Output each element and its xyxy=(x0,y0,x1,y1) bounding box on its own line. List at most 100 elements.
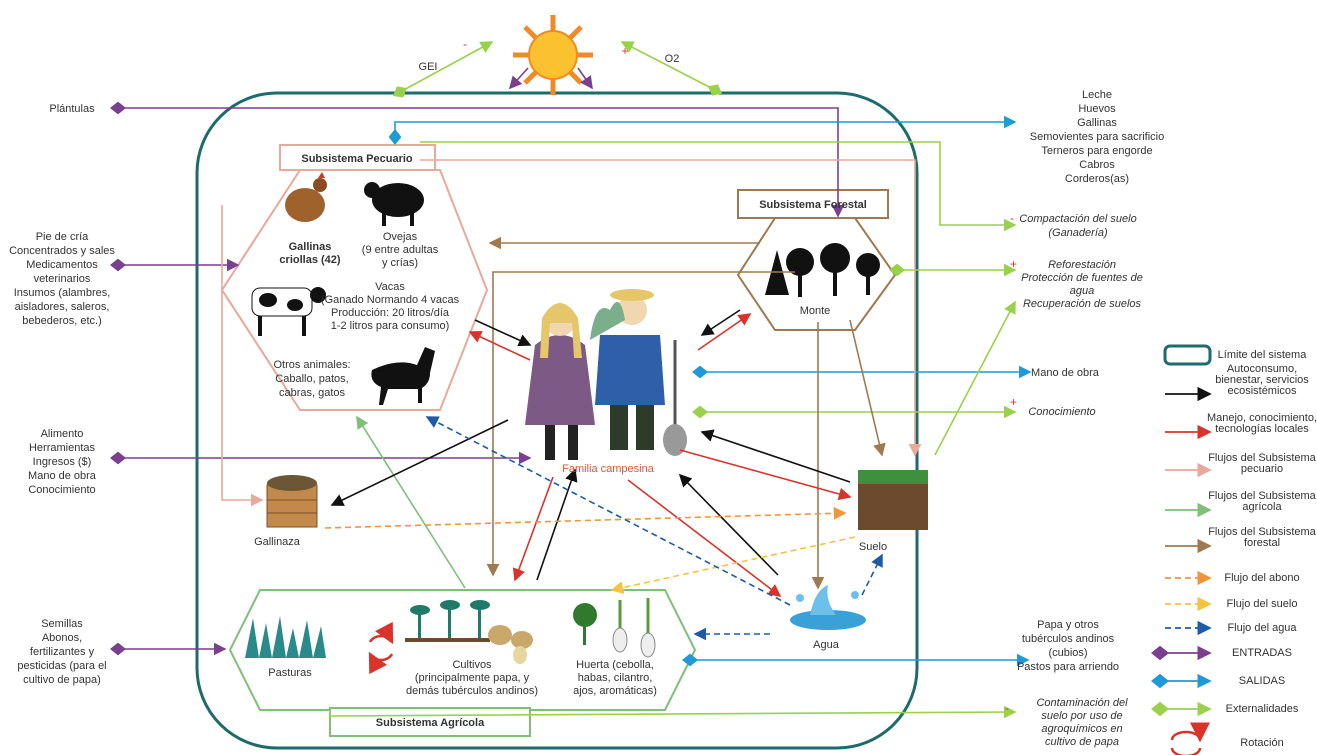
garden-icon xyxy=(573,598,656,658)
text-line: (Ganadería) xyxy=(1048,227,1108,239)
input-label: Pie de cría Concentrados y sales Medicamen… xyxy=(9,231,115,327)
text-line: cabras, gatos xyxy=(279,387,346,399)
text-line: Compactación del suelo xyxy=(1019,213,1136,225)
text-line: Abonos, xyxy=(42,632,82,644)
system-boundary xyxy=(195,91,919,750)
text-line: Ingresos ($) xyxy=(33,456,92,468)
legend-label: Flujos del Subsistema agrícola xyxy=(1208,490,1316,513)
crop-label: Cultivos (principalmente papa, y demás tub… xyxy=(406,659,538,697)
text-line: Mano de obra xyxy=(28,470,97,482)
input-label: Plántulas xyxy=(49,103,95,115)
text-line: Pastos para arriendo xyxy=(1017,661,1119,673)
agricola-label-box xyxy=(329,707,531,737)
text-line: agroquímicos en xyxy=(1041,723,1122,735)
text-line: suelo por uso de xyxy=(1041,710,1122,722)
text-line: Flujos del Subsistema xyxy=(1208,490,1316,502)
sun-icon xyxy=(513,15,593,95)
text-line: bebederos, etc.) xyxy=(22,315,102,327)
legend-label: Flujo del agua xyxy=(1227,622,1297,634)
text-line: Gallinas xyxy=(289,241,332,253)
legend-label: Rotación xyxy=(1240,737,1283,749)
legend-label: Flujos del Subsistema forestal xyxy=(1208,526,1316,549)
text-line: Caballo, patos, xyxy=(275,373,348,385)
text-line: Límite del sistema xyxy=(1218,349,1308,361)
gei-sign: - xyxy=(463,37,467,51)
legend: Límite del sistema Autoconsumo, bienestar,… xyxy=(1207,349,1317,749)
text-line: Flujo del abono xyxy=(1224,572,1299,584)
text-line: Alimento xyxy=(41,428,84,440)
text-line: Rotación xyxy=(1240,737,1283,749)
text-line: Flujos del Subsistema xyxy=(1208,526,1316,538)
text-line: Conocimiento xyxy=(1028,406,1095,418)
externality-label: Contaminación del suelo por uso de agroquí… xyxy=(1036,697,1128,748)
text-line: Gallinas xyxy=(1077,117,1117,129)
text-line: Flujo del agua xyxy=(1227,622,1297,634)
subsystem-title: Subsistema Forestal xyxy=(759,199,867,211)
text-line: forestal xyxy=(1244,537,1280,549)
text-line: Cabros xyxy=(1079,159,1115,171)
text-line: Terneros para engorde xyxy=(1041,145,1152,157)
text-line: Leche xyxy=(1082,89,1112,101)
text-line: Huerta (cebolla, xyxy=(576,659,654,671)
legend-label: Autoconsumo, bienestar, servicios ecosisté… xyxy=(1215,363,1309,397)
horse-icon xyxy=(371,347,435,405)
animal-label: Ovejas (9 entre adultas y crías) xyxy=(362,231,439,269)
crops-icon xyxy=(405,600,533,664)
grass-icon xyxy=(245,616,326,658)
text-line: tubérculos andinos xyxy=(1022,633,1115,645)
text-line: Semillas xyxy=(41,618,83,630)
text-line: Manejo, conocimiento, xyxy=(1207,412,1317,424)
trees-icon xyxy=(765,243,880,297)
text-line: Contaminación del xyxy=(1036,697,1128,709)
text-line: criollas (42) xyxy=(279,254,340,266)
text-line: aisladores, saleros, xyxy=(15,301,110,313)
text-line: (9 entre adultas xyxy=(362,244,439,256)
animal-label: Vacas (Ganado Normando 4 vacas Producción:… xyxy=(321,281,460,332)
text-line: veterinarios xyxy=(34,273,91,285)
input-label: Semillas Abonos, fertilizantes y pesticidas… xyxy=(17,618,106,686)
text-line: Vacas xyxy=(375,281,405,293)
text-line: Protección de fuentes de xyxy=(1021,272,1143,284)
output-label: Papa y otros tubérculos andinos (cubios) Pa… xyxy=(1017,619,1119,673)
node-label: Familia campesina xyxy=(562,463,655,475)
text-line: Externalidades xyxy=(1226,703,1299,715)
text-line: habas, cilantro, xyxy=(578,672,653,684)
text-line: Herramientas xyxy=(29,442,96,454)
text-line: (principalmente papa, y xyxy=(415,672,530,684)
subsystem-title: Subsistema Pecuario xyxy=(301,153,413,165)
text-line: Concentrados y sales xyxy=(9,245,115,257)
text-line: agrícola xyxy=(1242,501,1282,513)
output-label: Mano de obra xyxy=(1031,367,1100,379)
text-line: Ovejas xyxy=(383,231,418,243)
legend-symbols xyxy=(1151,344,1212,755)
text-line: cultivo de papa xyxy=(1045,736,1119,748)
family-icon xyxy=(525,289,687,460)
agricola-hexagon xyxy=(228,589,697,711)
text-line: Otros animales: xyxy=(273,359,350,371)
externality-sign: - xyxy=(1010,211,1014,225)
text-line: Papa y otros xyxy=(1037,619,1099,631)
text-line: Semovientes para sacrificio xyxy=(1030,131,1165,143)
legend-label: Manejo, conocimiento, tecnologías locales xyxy=(1207,412,1317,435)
text-line: agua xyxy=(1070,285,1094,297)
text-line: y crías) xyxy=(382,257,418,269)
text-line: (Ganado Normando 4 vacas xyxy=(321,294,460,306)
externality-label: Compactación del suelo (Ganadería) xyxy=(1019,213,1136,239)
externality-sign: + xyxy=(1010,257,1017,271)
text-line: Reforestación xyxy=(1048,259,1116,271)
gei-label: GEI xyxy=(419,61,438,73)
text-line: ecosistémicos xyxy=(1227,385,1297,397)
o2-label: O2 xyxy=(665,53,680,65)
crop-label: Pasturas xyxy=(268,667,312,679)
text-line: cultivo de papa) xyxy=(23,674,101,686)
text-line: Insumos (alambres, xyxy=(14,287,111,299)
externality-sign: + xyxy=(1010,395,1017,409)
text-line: Pie de cría xyxy=(36,231,89,243)
legend-label: ENTRADAS xyxy=(1232,647,1292,659)
legend-label: SALIDAS xyxy=(1239,675,1285,687)
node-label: Agua xyxy=(813,639,840,651)
text-line: pecuario xyxy=(1241,463,1283,475)
text-line: ENTRADAS xyxy=(1232,647,1292,659)
chicken-icon xyxy=(285,172,327,222)
